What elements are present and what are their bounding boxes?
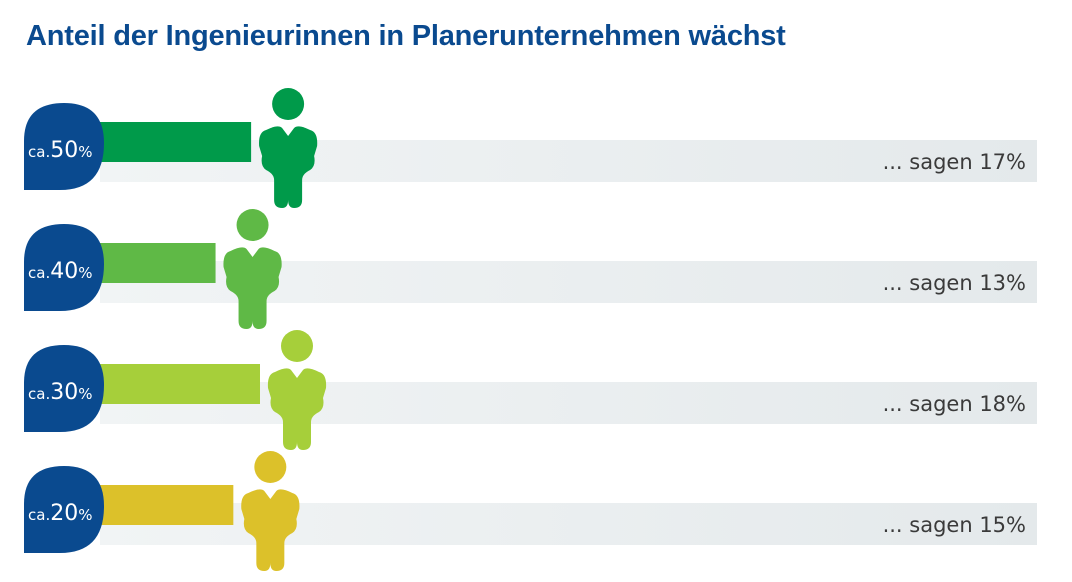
category-label: ca.40% xyxy=(28,259,92,284)
chart-row: ca.40% ... sagen 13% xyxy=(24,209,1037,329)
person-head-icon xyxy=(272,88,305,120)
person-icon xyxy=(259,126,318,208)
person-head-icon xyxy=(236,209,269,241)
category-bubble xyxy=(24,345,104,432)
category-label: ca.30% xyxy=(28,380,92,405)
chart-title: Anteil der Ingenieurinnen in Planerunter… xyxy=(26,20,786,52)
person-icon xyxy=(241,489,300,571)
data-label: ... sagen 18% xyxy=(883,392,1026,416)
data-label: ... sagen 13% xyxy=(883,271,1026,295)
bar xyxy=(100,485,234,525)
data-label: ... sagen 17% xyxy=(883,150,1026,174)
chart-row: ca.30% ... sagen 18% xyxy=(24,330,1037,450)
bar xyxy=(100,364,260,404)
chart-row: ca.20% ... sagen 15% xyxy=(24,451,1037,571)
person-icon xyxy=(267,368,327,450)
person-head-icon xyxy=(281,330,313,362)
category-bubble xyxy=(24,103,104,190)
data-label: ... sagen 15% xyxy=(883,513,1026,537)
bar xyxy=(100,122,252,162)
chart-row: ca.50% ... sagen 17% xyxy=(24,88,1037,208)
person-icon xyxy=(223,247,282,329)
category-label: ca.50% xyxy=(28,138,92,163)
category-bubble xyxy=(24,224,104,311)
value-track xyxy=(100,140,1037,182)
category-label: ca.20% xyxy=(28,501,92,526)
category-bubble xyxy=(24,466,104,553)
bar xyxy=(100,243,216,283)
person-head-icon xyxy=(254,451,287,483)
